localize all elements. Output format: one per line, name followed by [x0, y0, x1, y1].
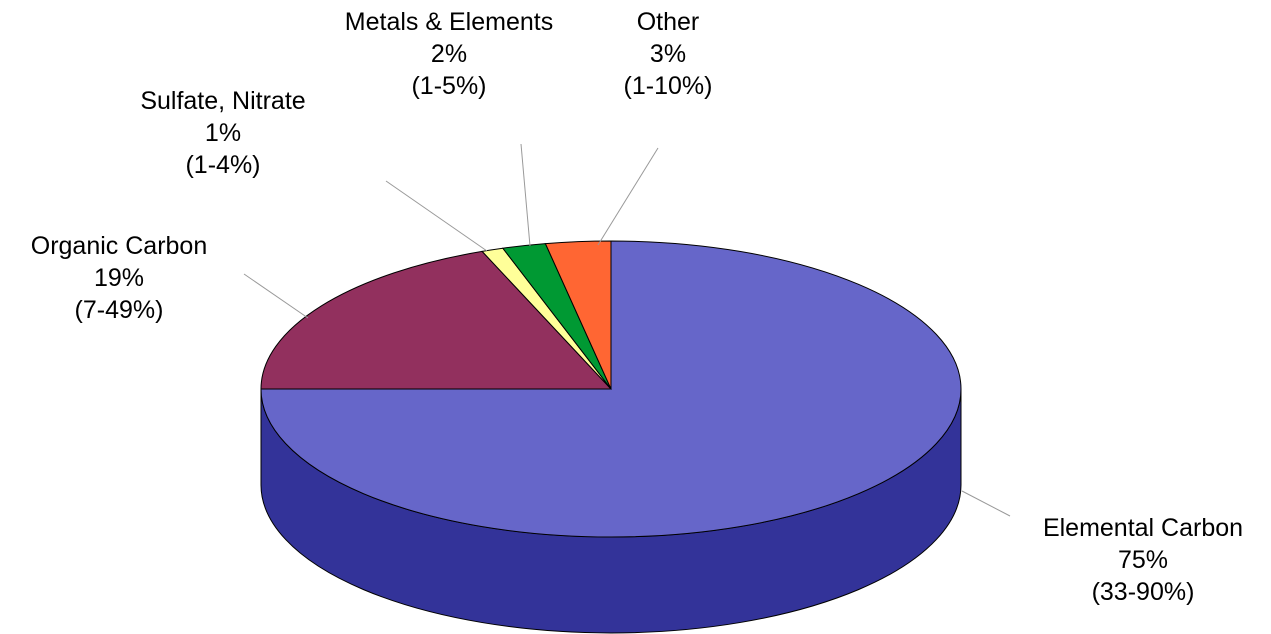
slice-0	[260, 240, 962, 538]
slice-label-value-1: 19%	[94, 264, 144, 292]
slice-label-range-0: (33-90%)	[1092, 578, 1195, 606]
slice-label-value-0: 75%	[1118, 546, 1168, 574]
slice-label-name-1: Organic Carbon	[31, 232, 207, 260]
leader-line-0	[961, 490, 1011, 517]
slice-4	[544, 240, 612, 390]
slice-label-name-0: Elemental Carbon	[1043, 514, 1243, 542]
leader-line-3	[520, 143, 531, 247]
slice-label-range-1: (7-49%)	[75, 296, 164, 324]
slice-label-range-2: (1-4%)	[185, 151, 260, 179]
slice-label-value-2: 1%	[205, 119, 241, 147]
slice-label-name-3: Metals & Elements	[345, 8, 553, 36]
slice-1	[260, 250, 613, 390]
leader-line-2	[385, 180, 488, 252]
slice-label-range-3: (1-5%)	[411, 72, 486, 100]
label-leaders	[243, 143, 1011, 517]
slice-labels: Elemental Carbon 75% (33-90%) Organic Carbo…	[31, 8, 1243, 606]
slice-label-name-4: Other	[637, 8, 700, 36]
slice-label-name-2: Sulfate, Nitrate	[140, 87, 305, 115]
pie-slices	[260, 240, 962, 538]
slice-label-range-4: (1-10%)	[624, 72, 713, 100]
slice-label-value-4: 3%	[650, 40, 686, 68]
leader-line-1	[243, 273, 309, 319]
slice-label-value-3: 2%	[431, 40, 467, 68]
leader-line-4	[597, 147, 659, 246]
